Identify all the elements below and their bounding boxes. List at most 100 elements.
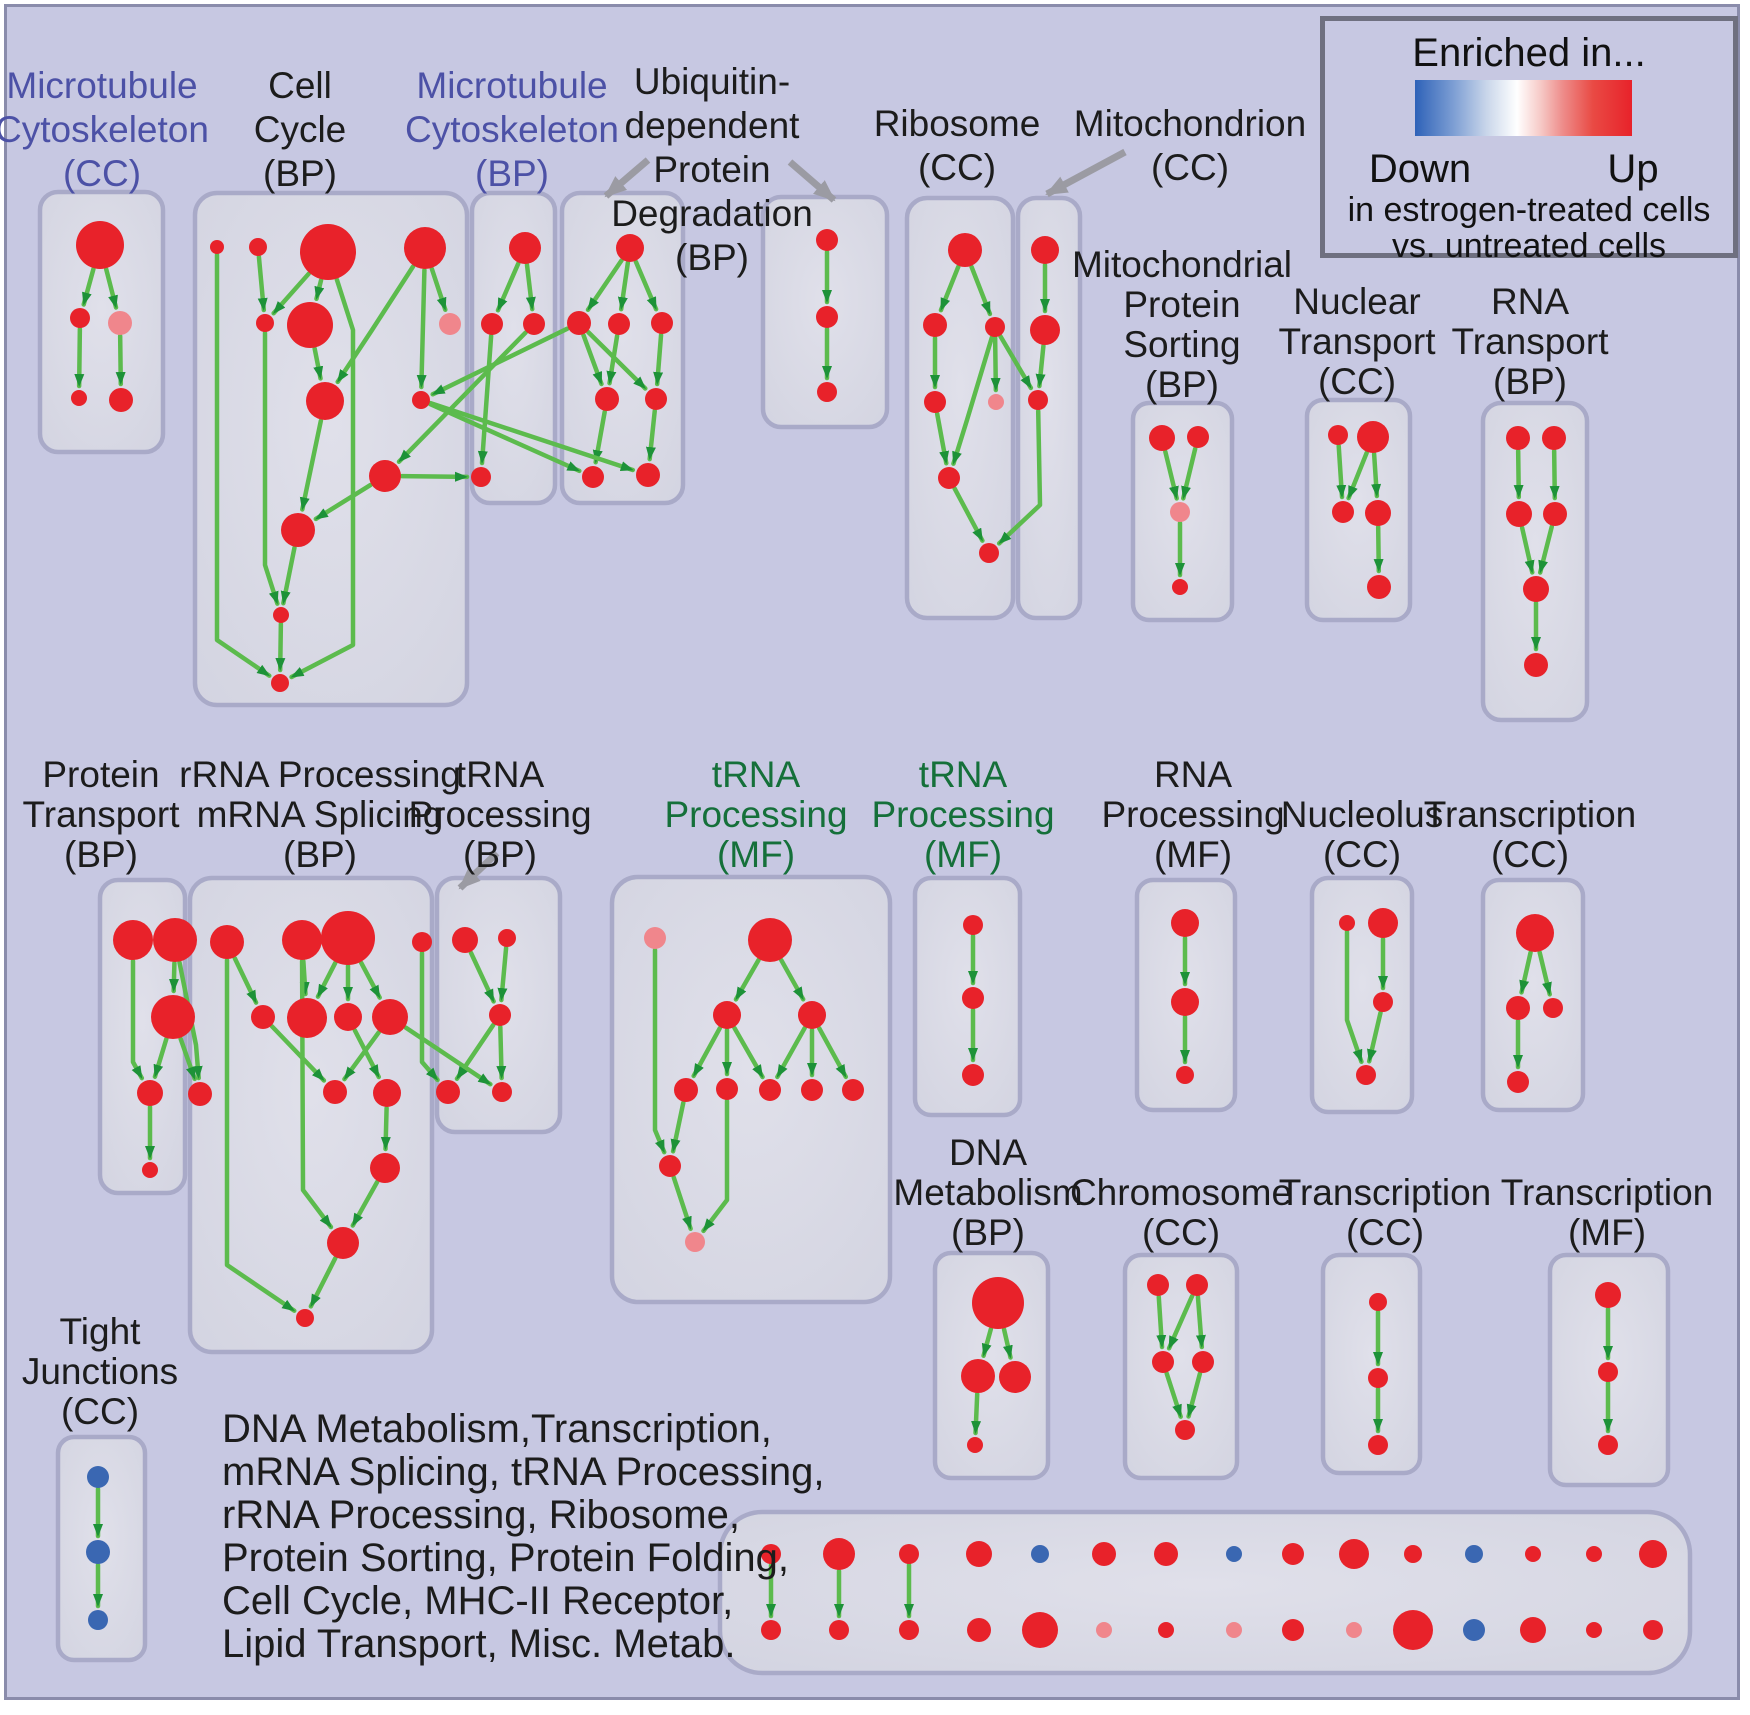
node-nc4 [1356,1065,1376,1085]
cluster-label-line: (CC) [60,1391,140,1432]
edge-cc9-u8 [428,400,636,473]
node-rp3 [1176,1066,1194,1084]
node-tc2 [1506,996,1530,1020]
node-tm6 [716,1078,738,1100]
edge-rr8-rr9 [342,1030,382,1082]
node-tm9 [842,1079,864,1101]
node-u1 [616,234,644,262]
edge-u1-u4 [633,259,659,312]
edge-mc3-mc5 [115,333,126,387]
edge-nt2-nt3 [1346,450,1369,501]
node-w5t [1031,1545,1049,1563]
annotation-arrow-to-mitochondrion-box [1045,148,1127,198]
node-rr5 [251,1005,275,1029]
edge-tm10-tm11 [671,1175,693,1231]
edge-cc10-mb4 [399,471,470,482]
edge-rb3-rb6 [951,335,995,466]
cluster-label-trna-processing-bp: tRNA Processing (BP) [408,755,591,875]
edge-ch4-ch5 [1186,1371,1203,1419]
edge-mb3-cc10 [396,330,528,464]
cluster-label-line: (BP) [951,1212,1025,1253]
node-tn2 [962,987,984,1009]
node-ch5 [1175,1420,1195,1440]
edge-cc4-cc8 [335,264,416,385]
edge-tm3-tm5 [691,1025,723,1079]
legend-subtitle-1: in estrogen-treated cells [1347,191,1711,229]
edge-tb1-tb3 [468,950,496,1004]
node-cc7 [439,313,461,335]
node-ch1 [1147,1274,1169,1296]
node-cc1 [210,240,224,254]
node-tj2 [86,1540,110,1564]
cluster-label-line: Cytoskeleton [405,109,619,150]
edge-u2-u5 [581,332,604,387]
node-tb2 [498,929,516,947]
cluster-label-line: Cell [268,65,332,106]
node-nt5 [1367,575,1391,599]
edge-rr3-rr6 [315,960,338,999]
edge-cc2-cc5 [256,254,268,313]
node-u3 [608,313,630,335]
cluster-label-line: (BP) [64,834,138,875]
edge-tm3-tm7 [732,1025,765,1080]
cluster-label-line: Transport [1451,321,1609,362]
cluster-box-chromosome [1122,1252,1240,1481]
node-ub3 [817,382,837,402]
node-nc1 [1339,915,1355,931]
cluster-label-line: (CC) [917,147,997,188]
node-dm4 [967,1437,983,1453]
node-nt4 [1365,500,1391,526]
edge-pt3-rr0 [178,1036,197,1082]
edge-tc1-tc3 [1537,950,1552,997]
cluster-label-line: Transport [1278,321,1436,362]
node-rb4 [924,391,946,413]
cluster-label-line: (CC) [1345,1212,1425,1253]
edge-nc1-nc4 [1344,929,1364,1065]
edge-pt1-pt4 [130,958,145,1081]
node-u6 [645,388,667,410]
cluster-box-transcription-cc-mid [1480,877,1586,1113]
cluster-label-line: (CC) [1317,361,1397,402]
node-tb5 [492,1082,512,1102]
node-cc8 [306,382,344,420]
node-w12b [1463,1619,1485,1641]
cluster-label-rrna-processing-mrna-splicing-bp: rRNA Processing mRNA Splicing (BP) [179,755,461,875]
cluster-label-rna-transport-bp: RNA Transport (BP) [1452,282,1609,402]
node-rt1 [1506,426,1530,450]
cluster-label-line: Processing [664,794,848,835]
node-rb1 [948,233,982,267]
cluster-label-ubiquitin-degradation-bp: Ubiquitin-dependent Protein Degradation (BP… [611,60,813,280]
node-tmf1 [1595,1282,1621,1308]
edge-tm5-tm10 [670,1100,686,1154]
cluster-label-line: Ubiquitin- [633,61,791,102]
node-rr13 [296,1309,314,1327]
cluster-label-line: Microtubule [416,65,608,106]
cluster-box-rna-transport [1480,400,1590,723]
node-w4b [967,1618,991,1642]
edge-nt1-nt3 [1336,443,1347,500]
edge-dm1-dm3 [1001,1327,1013,1360]
edge-tb3-tb5 [496,1024,507,1081]
cluster-label-line: Nuclear [1293,281,1421,322]
cluster-label-line: (CC) [1141,1212,1221,1253]
node-w15t [1639,1540,1667,1568]
cluster-label-line: Processing [1101,794,1285,835]
cluster-label-dna-metabolism-bp: DNA Metabolism (BP) [893,1133,1082,1253]
node-mc1 [76,221,124,269]
cluster-label-line: (CC) [1322,834,1402,875]
cluster-label-line: Metabolism [893,1172,1083,1213]
cluster-label-line: Tight [59,1311,141,1352]
node-cc13 [271,674,289,692]
edge-tm6-tm11 [701,1098,730,1234]
node-tc1 [1516,914,1554,952]
node-dm1 [972,1277,1024,1329]
cluster-label-line: RNA [1153,754,1233,795]
node-pt5 [142,1162,158,1178]
cluster-label-line: (BP) [263,153,337,194]
node-w5b [1022,1612,1058,1648]
node-mb3 [523,313,545,335]
edge-cc3-cc13 [289,277,356,680]
cluster-label-transcription-cc-mid: Transcription (CC) [1424,795,1636,875]
edge-u2-cc9 [430,326,570,397]
node-w7t [1154,1542,1178,1566]
